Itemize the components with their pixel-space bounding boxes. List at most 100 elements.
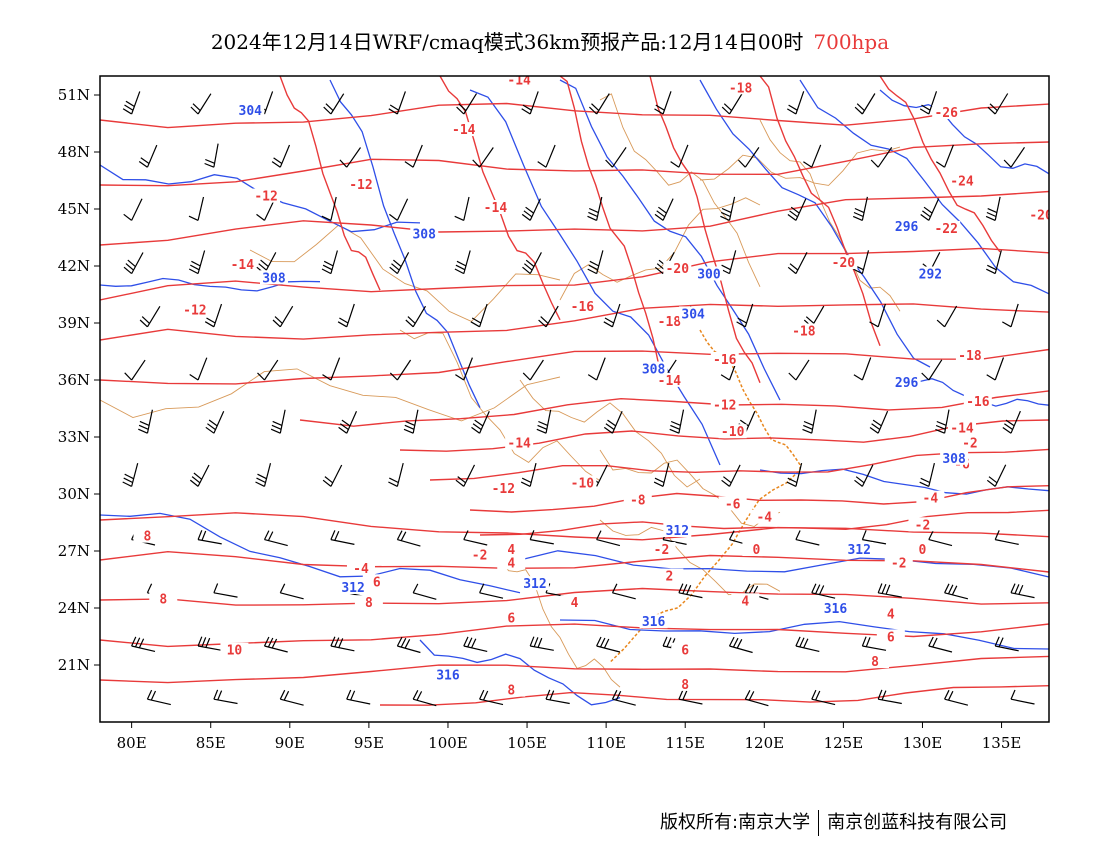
- geopotential-height-line: [759, 468, 1049, 495]
- height-label-bg: [892, 219, 921, 233]
- wind-barb: [346, 689, 371, 705]
- height-label-bg: [845, 542, 874, 556]
- wind-barb: [470, 303, 488, 328]
- temperature-label-bg: [876, 629, 905, 644]
- wind-barb: [529, 530, 554, 545]
- lon-tick-label: 95E: [354, 734, 384, 752]
- wind-barb: [936, 305, 958, 328]
- temperature-label: -26: [934, 106, 958, 121]
- temperature-label-bg: [876, 606, 905, 621]
- height-label-bg: [639, 361, 668, 376]
- height-label: 316: [436, 668, 460, 683]
- wind-barb: [322, 357, 341, 381]
- wind-barb: [854, 464, 874, 487]
- wind-barb: [611, 689, 636, 706]
- temperature-isotherm: [100, 303, 1049, 341]
- wind-barb: [330, 636, 355, 652]
- temperature-isotherm: [100, 348, 1049, 385]
- wind-barb: [854, 93, 876, 115]
- temperature-isotherm: [649, 76, 761, 384]
- temperature-label-bg: [955, 435, 984, 450]
- wind-barb: [279, 689, 304, 706]
- height-label: 312: [666, 524, 689, 539]
- wind-barb: [678, 583, 703, 599]
- temperature-label: -14: [484, 201, 508, 216]
- temperature-label-bg: [710, 352, 739, 366]
- boundary-line: [599, 519, 781, 596]
- height-label-bg: [433, 667, 462, 682]
- temperature-isotherm: [100, 141, 1049, 187]
- temperature-label-bg: [718, 424, 747, 439]
- wind-barb: [189, 357, 208, 381]
- temperature-label: -16: [966, 395, 990, 410]
- temperature-label: 6: [887, 630, 895, 645]
- lon-tick-label: 135E: [982, 734, 1022, 752]
- wind-barb: [603, 303, 621, 328]
- wind-barb: [1010, 689, 1035, 705]
- wind-barb: [869, 303, 886, 328]
- wind-barb: [994, 530, 1019, 545]
- temperature-label: -18: [792, 325, 816, 340]
- temperature-label-bg: [497, 542, 526, 556]
- wind-barb: [522, 252, 542, 275]
- wind-barb: [921, 359, 943, 381]
- temperature-label-bg: [346, 177, 375, 192]
- temperature-label: -2: [654, 543, 670, 558]
- temperature-label: -4: [923, 492, 939, 507]
- temperature-label-bg: [789, 323, 818, 338]
- temperature-label: -12: [492, 482, 515, 497]
- lat-tick-label: 39N: [58, 314, 90, 332]
- wind-barb: [803, 144, 822, 168]
- temperature-label-bg: [948, 420, 977, 435]
- wind-barb: [204, 143, 219, 168]
- temperature-label: -20: [1029, 209, 1053, 224]
- wind-barb: [928, 636, 953, 653]
- wind-barb: [455, 464, 476, 487]
- wind-barb: [861, 636, 887, 651]
- title-main: 2024年12月14日WRF/cmaq模式36km预报产品:12月14日00时: [210, 30, 804, 54]
- wind-barb: [529, 636, 554, 651]
- wind-barb: [928, 530, 953, 547]
- temperature-label: 8: [871, 655, 879, 670]
- temperature-isotherm: [559, 76, 661, 371]
- temperature-label-bg: [884, 555, 913, 570]
- temperature-label: 4: [571, 596, 579, 611]
- geopotential-height-line: [519, 550, 1049, 578]
- temperature-label-bg: [362, 574, 391, 589]
- wind-barb: [189, 464, 210, 487]
- temperature-label-bg: [647, 542, 676, 556]
- temperature-label-bg: [568, 475, 597, 490]
- wind-barb: [323, 93, 345, 115]
- temperature-label: -14: [658, 374, 682, 389]
- wind-barb: [131, 636, 156, 652]
- wind-barb: [596, 636, 621, 653]
- wind-barb: [205, 411, 225, 434]
- wind-barb: [986, 357, 1005, 381]
- wind-barb: [654, 198, 674, 221]
- boundary-line: [599, 93, 761, 287]
- wind-barb: [138, 409, 153, 434]
- temperature-label: 8: [144, 530, 152, 545]
- height-label: 308: [412, 228, 436, 243]
- boundary-line: [249, 224, 561, 322]
- wind-barb: [463, 636, 488, 652]
- wind-barb: [536, 409, 552, 434]
- height-label: 316: [642, 615, 666, 630]
- wind-barb: [935, 409, 950, 434]
- wind-barb: [138, 144, 158, 168]
- latitude-axis: 51N 48N 45N 42N 39N 36N 33N 30N 27N 24N 21N: [58, 86, 100, 674]
- temperature-label-bg: [750, 509, 779, 524]
- temperature-label-bg: [671, 642, 700, 657]
- wind-barb: [455, 357, 473, 381]
- temperature-label-bg: [180, 302, 209, 317]
- copyright-right: 南京创蓝科技有限公司: [827, 812, 1008, 833]
- wind-barb: [279, 583, 304, 600]
- temperature-label: 4: [507, 543, 515, 558]
- wind-barb: [213, 583, 238, 598]
- temperature-label-bg: [133, 528, 162, 543]
- temperature-label: 8: [365, 596, 373, 611]
- wind-barb: [479, 689, 504, 706]
- wind-barb: [197, 636, 222, 651]
- lon-tick-label: 125E: [824, 734, 864, 752]
- wind-barb: [405, 305, 427, 328]
